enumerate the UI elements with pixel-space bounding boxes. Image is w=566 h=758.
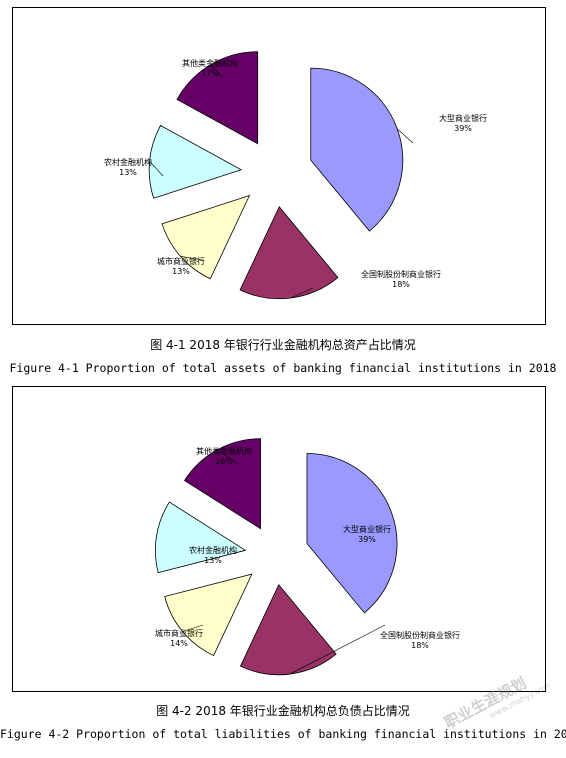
pie-chart-total-liabilities: 大型商业银行 39% 全国制股份制商业银行 18% 城市商业银行 14% 农村金融机构 13%…	[12, 386, 546, 692]
slice-label: 城市商业银行	[155, 628, 203, 638]
leader-line	[180, 256, 204, 261]
slice-label: 其他类金融机构	[196, 446, 252, 456]
slice-percent-label: 13%	[172, 267, 190, 276]
pie-slice	[148, 124, 243, 199]
pie-chart-total-assets: 大型商业银行 39% 全国制股份制商业银行 18% 城市商业银行 13% 农村金融机构 13%…	[12, 7, 546, 325]
pie-slice	[154, 501, 247, 574]
slice-percent-label: 16%	[215, 457, 233, 466]
slice-label: 大型商业银行	[343, 524, 391, 534]
pie-slice	[184, 438, 261, 530]
figure-caption-zh: 图 4-2 2018 年银行业金融机构总负债占比情况	[156, 704, 410, 718]
pie-chart-svg: 大型商业银行39%全国制股份制商业银行18%城市商业银行13%农村金融机构13%…	[104, 51, 487, 300]
leader-line	[210, 64, 224, 79]
leader-line	[182, 624, 204, 632]
leader-line	[290, 287, 314, 299]
slice-percent-label: 14%	[170, 639, 188, 648]
slice-label: 全国制股份制商业银行	[361, 269, 441, 279]
slice-percent-label: 39%	[358, 535, 376, 544]
leader-line	[289, 624, 386, 675]
slice-percent-label: 18%	[411, 641, 429, 650]
slice-label: 全国制股份制商业银行	[380, 630, 460, 640]
slice-percent-label: 13%	[204, 556, 222, 565]
pie-slice	[310, 67, 404, 232]
slice-label: 城市商业银行	[157, 256, 205, 266]
pie-slice	[306, 453, 398, 614]
leader-line	[397, 128, 414, 144]
pie-slice	[239, 205, 339, 300]
slice-label: 大型商业银行	[439, 113, 487, 123]
slice-percent-label: 39%	[454, 124, 472, 133]
slice-label: 农村金融机构	[104, 157, 152, 167]
slice-percent-label: 13%	[119, 168, 137, 177]
figure-caption-en: Figure 4-1 Proportion of total assets of…	[9, 361, 557, 375]
figure-caption-en: Figure 4-2 Proportion of total liabiliti…	[0, 727, 566, 741]
figure-caption-zh: 图 4-1 2018 年银行行业金融机构总资产占比情况	[150, 338, 416, 352]
slice-label: 农村金融机构	[189, 545, 237, 555]
leader-line	[217, 449, 239, 465]
slice-percent-label: 17%	[201, 69, 219, 78]
pie-slice	[239, 584, 337, 676]
slice-percent-label: 18%	[392, 280, 410, 289]
slice-label: 其他类金融机构	[182, 58, 238, 68]
leader-line	[149, 160, 164, 177]
